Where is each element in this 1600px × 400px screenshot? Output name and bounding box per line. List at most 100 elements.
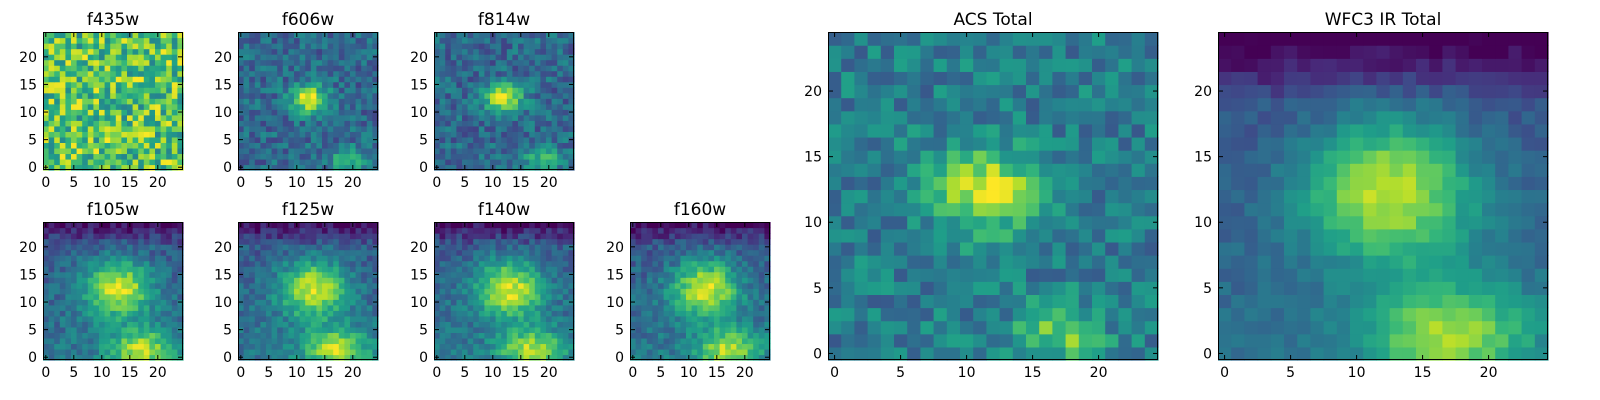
heatmap-cell: [445, 76, 452, 83]
heatmap-cell: [254, 98, 261, 105]
heatmap-cell: [973, 281, 987, 295]
heatmap-cell: [143, 98, 150, 105]
heatmap-cell: [177, 266, 184, 273]
heatmap-cell: [316, 131, 323, 138]
heatmap-cell: [512, 98, 519, 105]
heatmap-cell: [322, 147, 329, 155]
heatmap-cell: [506, 125, 513, 132]
x-tick-label: 15: [512, 175, 530, 191]
heatmap-cell: [238, 310, 245, 317]
heatmap-cell: [635, 244, 642, 251]
heatmap-cell: [641, 249, 648, 256]
heatmap-cell: [160, 48, 167, 55]
heatmap-cell: [546, 142, 553, 149]
heatmap-cell: [445, 310, 452, 317]
heatmap-cell: [254, 244, 261, 251]
heatmap-cell: [546, 43, 553, 50]
heatmap-cell: [630, 255, 637, 262]
heatmap-cell: [907, 255, 921, 269]
heatmap-cell: [568, 249, 575, 256]
heatmap-cell: [557, 32, 564, 39]
heatmap-cell: [271, 337, 278, 345]
heatmap-cell: [177, 32, 184, 39]
heatmap-cell: [155, 54, 162, 61]
heatmap-cell: [249, 337, 256, 345]
heatmap-cell: [540, 158, 547, 166]
heatmap-cell: [1092, 255, 1106, 269]
heatmap-cell: [691, 315, 698, 322]
heatmap-cell: [260, 164, 267, 171]
heatmap-cell: [1118, 268, 1133, 282]
heatmap-cell: [71, 332, 78, 339]
heatmap-cell: [742, 348, 749, 356]
heatmap-cell: [254, 277, 261, 284]
heatmap-cell: [271, 249, 278, 256]
heatmap-cell: [132, 37, 139, 44]
heatmap-cell: [344, 43, 351, 50]
heatmap-cell: [490, 54, 497, 61]
heatmap-cell: [115, 222, 122, 229]
heatmap-cell: [322, 65, 329, 72]
heatmap-cell: [344, 76, 351, 83]
heatmap-cell: [322, 59, 329, 66]
panel-title: f140w: [477, 200, 531, 220]
heatmap-cell: [243, 142, 250, 149]
heatmap-cell: [177, 227, 184, 234]
heatmap-cell: [54, 299, 61, 306]
heatmap-cell: [568, 120, 575, 127]
heatmap-cell: [310, 43, 317, 50]
heatmap-cell: [742, 343, 749, 350]
heatmap-cell: [456, 266, 463, 273]
heatmap-cell: [249, 136, 256, 143]
heatmap-cell: [171, 32, 178, 39]
heatmap-cell: [355, 343, 362, 350]
heatmap-cell: [669, 293, 676, 300]
heatmap-cell: [171, 81, 178, 88]
heatmap-cell: [82, 131, 89, 138]
heatmap-cell: [243, 109, 250, 116]
heatmap-cell: [166, 142, 173, 149]
heatmap-cell: [260, 65, 267, 72]
heatmap-cell: [495, 131, 502, 138]
heatmap-cell: [155, 249, 162, 256]
heatmap-cell: [1092, 346, 1106, 361]
heatmap-cell: [322, 255, 329, 262]
heatmap-cell: [697, 304, 704, 311]
heatmap-cell: [506, 32, 513, 39]
heatmap-cell: [171, 310, 178, 317]
heatmap-cell: [663, 266, 670, 273]
heatmap-cell: [54, 153, 61, 160]
heatmap-cell: [143, 227, 150, 234]
heatmap-cell: [907, 307, 921, 322]
heatmap-cell: [138, 87, 145, 94]
heatmap-cell: [138, 282, 145, 289]
heatmap-cell: [697, 238, 704, 245]
heatmap-cell: [758, 337, 765, 345]
heatmap-cell: [473, 48, 480, 55]
heatmap-cell: [277, 282, 284, 289]
heatmap-cell: [266, 65, 273, 72]
heatmap-cell: [518, 332, 525, 339]
heatmap-cell: [646, 266, 653, 273]
heatmap-cell: [674, 255, 681, 262]
heatmap-cell: [361, 293, 368, 300]
heatmap-cell: [104, 48, 111, 55]
heatmap-cell: [686, 326, 693, 333]
heatmap-cell: [366, 222, 373, 229]
heatmap-cell: [562, 103, 569, 110]
heatmap-cell: [742, 326, 749, 333]
heatmap-cell: [663, 310, 670, 317]
heatmap-cell: [350, 315, 357, 322]
heatmap-cell: [1092, 176, 1106, 191]
heatmap-cell: [478, 103, 485, 110]
heatmap-cell: [277, 81, 284, 88]
heatmap-cell: [366, 87, 373, 94]
heatmap-cell: [753, 288, 760, 295]
heatmap-cell: [540, 164, 547, 171]
heatmap-cell: [894, 333, 908, 348]
heatmap-cell: [540, 70, 547, 77]
heatmap-cell: [467, 238, 474, 245]
heatmap-cell: [87, 109, 94, 116]
heatmap-cell: [350, 233, 357, 240]
heatmap-cell: [828, 346, 842, 361]
